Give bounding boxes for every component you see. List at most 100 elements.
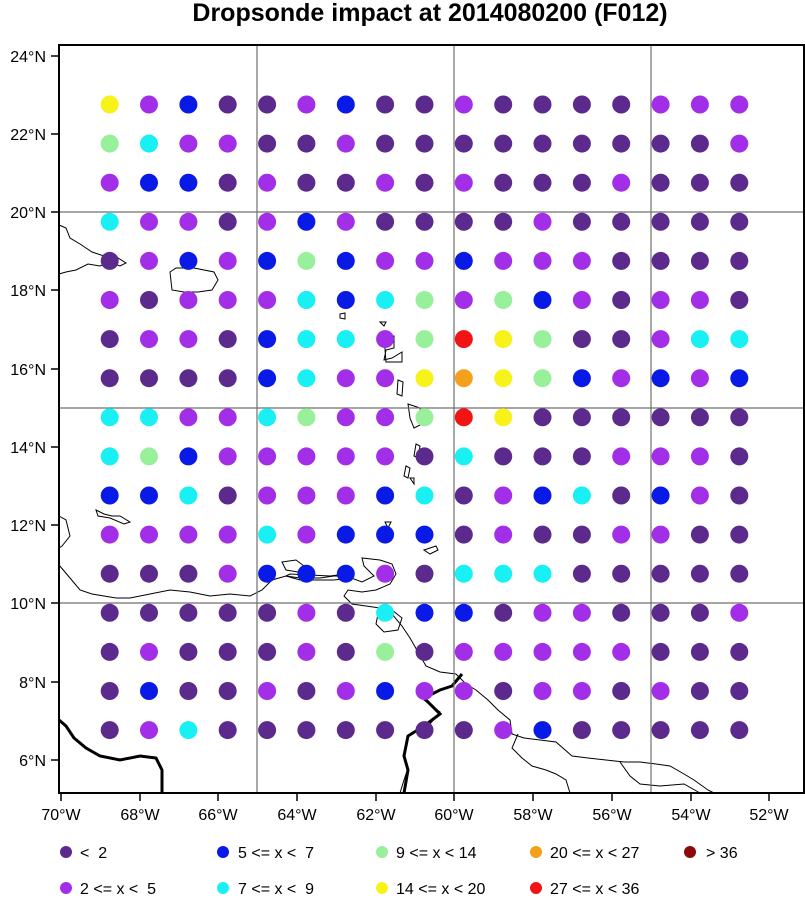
impact-dot: [100, 134, 119, 153]
impact-dot: [690, 251, 709, 270]
impact-dot: [100, 212, 119, 231]
coast-tobago: [422, 545, 439, 555]
legend-item: 20 <= x < 27: [530, 845, 640, 862]
impact-dot: [336, 291, 355, 309]
impact-dot: [494, 408, 513, 427]
coast-abc-islands: [95, 509, 132, 525]
impact-dot: [651, 486, 670, 505]
impact-dot: [415, 134, 434, 153]
border-venezuela-guyana-thick: [402, 673, 464, 794]
impact-dot: [730, 525, 749, 544]
impact-dot: [258, 408, 277, 427]
coast-hispaniola: [58, 224, 128, 275]
impact-dot: [218, 447, 237, 466]
impact-dot: [730, 682, 749, 700]
impact-dot: [690, 682, 709, 700]
impact-dot: [415, 408, 434, 427]
impact-dot: [572, 95, 591, 114]
impact-dot: [297, 369, 316, 388]
impact-dot: [376, 642, 395, 661]
legend-item: 9 <= x < 14: [376, 845, 477, 862]
impact-dots: [100, 95, 749, 740]
impact-dot: [297, 330, 316, 349]
impact-dot: [612, 682, 631, 700]
impact-dot: [730, 603, 749, 622]
impact-dot: [140, 251, 158, 270]
impact-dot: [297, 642, 316, 661]
impact-dot: [258, 642, 277, 661]
impact-dot: [258, 564, 277, 583]
impact-dot: [336, 330, 355, 349]
impact-dot: [218, 251, 237, 270]
border-guyana-suriname: [511, 733, 571, 794]
impact-dot: [140, 173, 158, 192]
impact-dot: [258, 330, 277, 349]
impact-dot: [100, 682, 119, 700]
impact-dot: [612, 369, 631, 388]
impact-dot: [336, 486, 355, 505]
impact-dot: [415, 564, 434, 583]
x-tick-label: 64°W: [277, 807, 317, 824]
impact-dot: [454, 134, 473, 153]
impact-dot: [572, 486, 591, 505]
impact-dot: [494, 525, 513, 544]
legend-item: 5 <= x < 7: [217, 845, 314, 862]
impact-dot: [494, 251, 513, 270]
border-suriname-fguiana: [619, 761, 701, 794]
legend-swatch: [684, 846, 696, 858]
legend-label: 5 <= x < 7: [238, 845, 314, 862]
impact-dot: [730, 173, 749, 192]
y-tick-labels: 6°N 8°N 10°N 12°N 14°N 16°N 18°N 20°N 22…: [10, 49, 46, 770]
impact-dot: [100, 369, 119, 388]
impact-dot: [297, 95, 316, 114]
impact-dot: [258, 721, 277, 740]
impact-dot: [533, 486, 552, 505]
legend-label: > 36: [706, 845, 738, 862]
coast-small-island-1: [339, 312, 346, 320]
impact-dot: [494, 447, 513, 466]
coast-dominica: [396, 379, 404, 397]
impact-dot: [454, 251, 473, 270]
impact-dot: [179, 642, 198, 661]
impact-dot: [179, 330, 198, 349]
impact-dot: [730, 486, 749, 505]
impact-dot: [494, 291, 513, 309]
impact-dot: [730, 330, 749, 349]
impact-dot: [140, 408, 158, 427]
impact-dot: [336, 721, 355, 740]
legend-swatch: [376, 882, 388, 894]
impact-dot: [612, 95, 631, 114]
impact-dot: [179, 486, 198, 505]
impact-dot: [690, 291, 709, 309]
impact-dot: [730, 291, 749, 309]
impact-dot: [651, 525, 670, 544]
impact-dot: [690, 603, 709, 622]
impact-dot: [258, 212, 277, 231]
impact-dot: [140, 603, 158, 622]
impact-dot: [336, 564, 355, 583]
impact-dot: [336, 95, 355, 114]
impact-dot: [730, 134, 749, 153]
impact-dot: [454, 212, 473, 231]
impact-dot: [140, 447, 158, 466]
impact-dot: [533, 134, 552, 153]
impact-dot: [690, 134, 709, 153]
coast-guadeloupe: [383, 335, 403, 363]
impact-dot: [258, 291, 277, 309]
impact-dot: [258, 682, 277, 700]
impact-dot: [415, 291, 434, 309]
impact-dot: [297, 251, 316, 270]
impact-dot: [336, 642, 355, 661]
impact-dot: [651, 642, 670, 661]
impact-dot: [690, 408, 709, 427]
impact-dot: [218, 291, 237, 309]
impact-dot: [336, 525, 355, 544]
impact-dot: [572, 173, 591, 192]
y-tick-label: 10°N: [10, 596, 46, 613]
impact-dot: [258, 173, 277, 192]
impact-dot: [454, 447, 473, 466]
legend-swatch: [530, 846, 542, 858]
impact-dot: [494, 486, 513, 505]
impact-dot: [297, 173, 316, 192]
legend-label: 14 <= x < 20: [396, 881, 486, 898]
